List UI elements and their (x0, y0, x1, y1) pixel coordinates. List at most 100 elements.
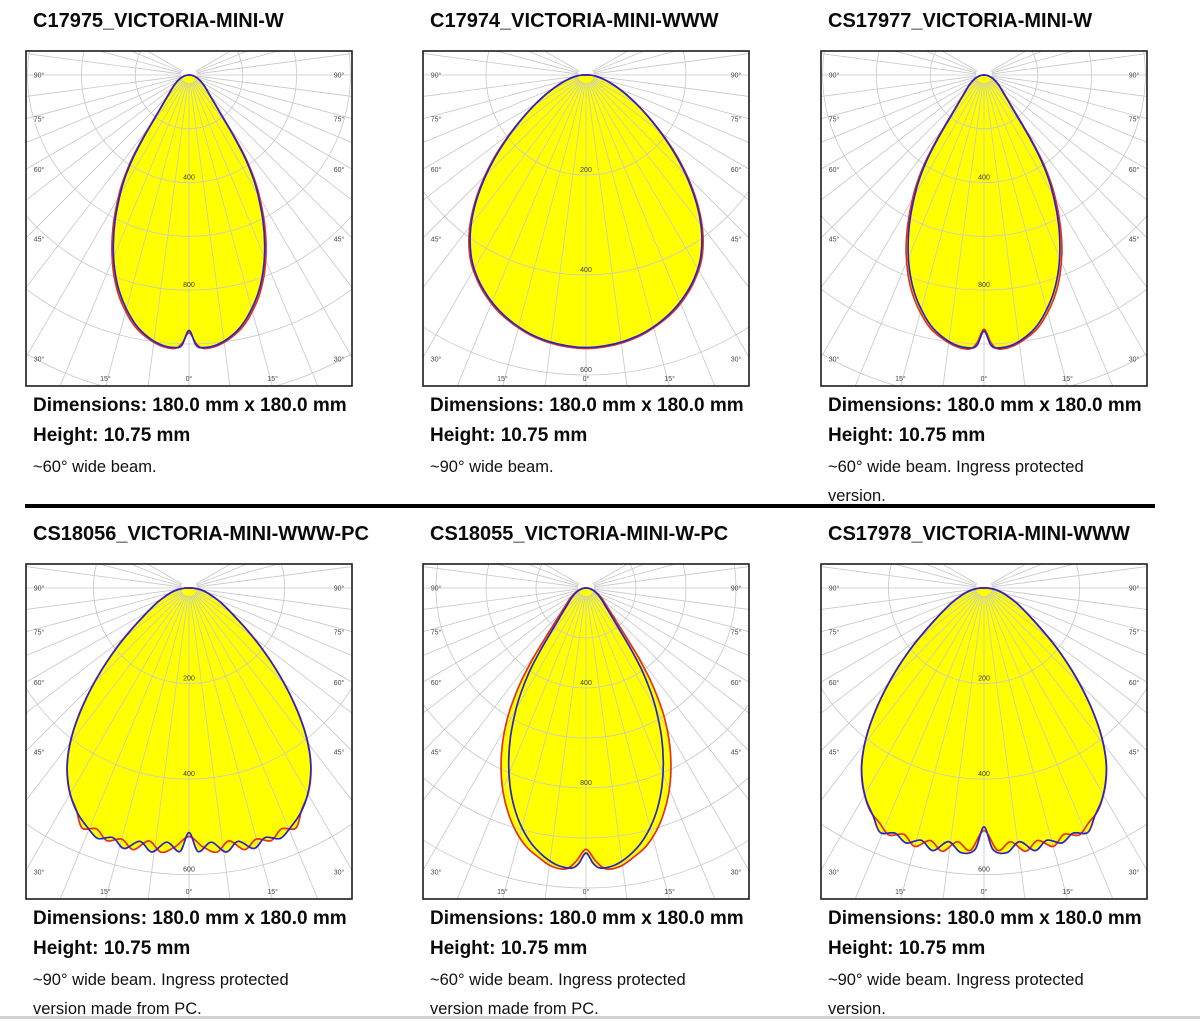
height-text: Height: 10.75 mm (33, 938, 191, 959)
svg-text:30°: 30° (34, 356, 45, 364)
svg-text:15°: 15° (664, 888, 675, 896)
svg-text:75°: 75° (829, 115, 840, 123)
svg-text:400: 400 (580, 267, 592, 274)
svg-text:0°: 0° (186, 375, 193, 383)
svg-text:15°: 15° (1062, 375, 1073, 383)
polar-photometric-chart: 400 800 0° 15° 15° 30° 30° 45° 45° 60° 60° 75° 75° 90… (25, 50, 353, 387)
svg-text:75°: 75° (1129, 628, 1140, 636)
height-text: Height: 10.75 mm (430, 938, 588, 959)
panel-info: Dimensions: 180.0 mm x 180.0 mm Height: … (422, 900, 792, 1022)
panel-title: CS18055_VICTORIA-MINI-W-PC (430, 523, 729, 545)
svg-text:75°: 75° (731, 115, 742, 123)
svg-text:45°: 45° (731, 236, 742, 244)
svg-text:45°: 45° (431, 236, 442, 244)
beam-note: ~60° wide beam. (33, 458, 157, 476)
svg-text:90°: 90° (731, 72, 742, 80)
svg-text:75°: 75° (431, 115, 442, 123)
beam-note: ~60° wide beam. Ingress protected versio… (430, 971, 686, 1018)
svg-text:60°: 60° (334, 166, 345, 174)
dimensions-text: Dimensions: 180.0 mm x 180.0 mm (430, 395, 744, 416)
panel-cs17978: CS17978_VICTORIA-MINI-WWW 200 400 600 0° 15°… (820, 523, 1190, 1022)
svg-text:90°: 90° (1129, 585, 1140, 593)
svg-text:90°: 90° (34, 72, 45, 80)
page-bottom-rule (0, 1016, 1200, 1019)
svg-text:60°: 60° (431, 166, 442, 174)
svg-text:60°: 60° (34, 679, 45, 687)
dimensions-text: Dimensions: 180.0 mm x 180.0 mm (828, 908, 1142, 929)
height-text: Height: 10.75 mm (828, 938, 986, 959)
svg-text:600: 600 (978, 867, 990, 874)
panel-info: Dimensions: 180.0 mm x 180.0 mm Height: … (422, 387, 792, 482)
svg-text:15°: 15° (497, 888, 508, 896)
svg-text:90°: 90° (431, 72, 442, 80)
dimensions-text: Dimensions: 180.0 mm x 180.0 mm (828, 395, 1142, 416)
svg-text:45°: 45° (431, 749, 442, 757)
svg-text:30°: 30° (731, 356, 742, 364)
beam-note: ~90° wide beam. Ingress protected versio… (828, 971, 1084, 1018)
dimensions-text: Dimensions: 180.0 mm x 180.0 mm (430, 908, 744, 929)
svg-text:0°: 0° (186, 888, 193, 896)
svg-text:800: 800 (183, 282, 195, 289)
svg-text:45°: 45° (731, 749, 742, 757)
panel-info: Dimensions: 180.0 mm x 180.0 mm Height: … (820, 900, 1190, 1022)
svg-text:60°: 60° (334, 679, 345, 687)
svg-text:90°: 90° (829, 72, 840, 80)
svg-text:60°: 60° (731, 679, 742, 687)
svg-text:15°: 15° (1062, 888, 1073, 896)
dimensions-text: Dimensions: 180.0 mm x 180.0 mm (33, 395, 347, 416)
beam-note: ~60° wide beam. Ingress protected versio… (828, 458, 1084, 505)
svg-text:90°: 90° (731, 585, 742, 593)
dimensions-text: Dimensions: 180.0 mm x 180.0 mm (33, 908, 347, 929)
svg-text:30°: 30° (34, 869, 45, 877)
svg-text:75°: 75° (334, 628, 345, 636)
svg-text:75°: 75° (1129, 115, 1140, 123)
svg-text:60°: 60° (1129, 679, 1140, 687)
panel-info: Dimensions: 180.0 mm x 180.0 mm Height: … (25, 387, 395, 482)
svg-text:45°: 45° (829, 236, 840, 244)
svg-text:15°: 15° (267, 888, 278, 896)
svg-text:45°: 45° (1129, 236, 1140, 244)
svg-text:600: 600 (183, 867, 195, 874)
panel-title: CS18056_VICTORIA-MINI-WWW-PC (33, 523, 369, 545)
panel-title: CS17978_VICTORIA-MINI-WWW (828, 523, 1130, 545)
svg-text:75°: 75° (34, 115, 45, 123)
panel-info: Dimensions: 180.0 mm x 180.0 mm Height: … (820, 387, 1190, 511)
svg-text:60°: 60° (829, 679, 840, 687)
svg-text:30°: 30° (431, 869, 442, 877)
svg-text:30°: 30° (1129, 869, 1140, 877)
svg-text:30°: 30° (731, 869, 742, 877)
section-divider (25, 504, 1155, 508)
beam-note: ~90° wide beam. (430, 458, 554, 476)
svg-text:400: 400 (183, 175, 195, 182)
svg-text:400: 400 (978, 175, 990, 182)
svg-text:90°: 90° (334, 585, 345, 593)
svg-text:60°: 60° (731, 166, 742, 174)
svg-text:30°: 30° (431, 356, 442, 364)
svg-text:800: 800 (580, 780, 592, 787)
panel-info: Dimensions: 180.0 mm x 180.0 mm Height: … (25, 900, 395, 1022)
svg-text:45°: 45° (334, 236, 345, 244)
svg-text:75°: 75° (334, 115, 345, 123)
svg-text:400: 400 (580, 680, 592, 687)
svg-text:90°: 90° (34, 585, 45, 593)
svg-text:75°: 75° (731, 628, 742, 636)
polar-photometric-chart: 400 800 0° 15° 15° 30° 30° 45° 45° 60° 60° 75° 75° 90… (422, 563, 750, 900)
panel-cs17977: CS17977_VICTORIA-MINI-W 400 800 0° 15° 15° 30… (820, 10, 1190, 511)
svg-text:15°: 15° (267, 375, 278, 383)
svg-text:600: 600 (580, 367, 592, 374)
svg-text:45°: 45° (34, 236, 45, 244)
svg-text:45°: 45° (334, 749, 345, 757)
svg-text:45°: 45° (34, 749, 45, 757)
svg-text:30°: 30° (829, 356, 840, 364)
svg-text:60°: 60° (34, 166, 45, 174)
svg-text:15°: 15° (895, 888, 906, 896)
svg-text:200: 200 (978, 676, 990, 683)
svg-text:30°: 30° (334, 356, 345, 364)
svg-text:15°: 15° (497, 375, 508, 383)
height-text: Height: 10.75 mm (828, 425, 986, 446)
svg-text:60°: 60° (1129, 166, 1140, 174)
beam-note: ~90° wide beam. Ingress protected versio… (33, 971, 289, 1018)
